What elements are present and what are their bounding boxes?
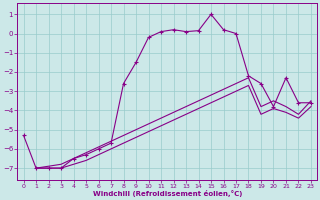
X-axis label: Windchill (Refroidissement éolien,°C): Windchill (Refroidissement éolien,°C): [92, 190, 242, 197]
